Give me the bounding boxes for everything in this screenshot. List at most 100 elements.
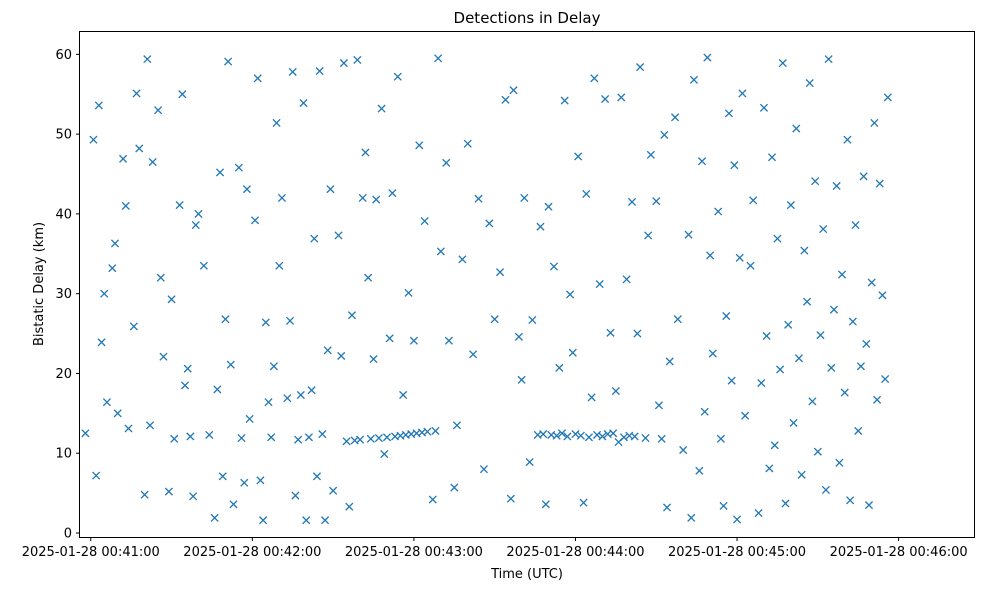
detection-point (374, 434, 383, 443)
detection-point (549, 262, 558, 271)
detection-point (479, 465, 488, 474)
detection-point (307, 386, 316, 395)
x-tick-label: 2025-01-28 00:44:00 (506, 545, 644, 560)
detection-point (291, 491, 300, 500)
detection-point (646, 150, 655, 159)
detection-point (832, 181, 841, 191)
detection-point (113, 409, 122, 418)
detection-point (862, 339, 871, 348)
detection-point (342, 437, 351, 446)
detection-point (164, 487, 173, 496)
detection-point (469, 350, 478, 359)
detection-point (776, 365, 785, 374)
detection-point (237, 434, 246, 443)
detection-point (506, 494, 515, 503)
detection-point (320, 516, 330, 525)
detection-point (143, 55, 152, 64)
detection-point (525, 457, 534, 467)
detection-point (819, 224, 828, 234)
detection-point (361, 148, 370, 157)
detection-point (794, 354, 804, 363)
detection-point (240, 478, 249, 487)
detection-point (183, 364, 192, 373)
detection-point (323, 346, 332, 355)
detection-point (156, 273, 165, 282)
detection-point (827, 363, 836, 372)
detection-point (641, 434, 650, 443)
detection-point (601, 94, 610, 104)
detection-point (619, 433, 628, 442)
detection-point (221, 315, 230, 324)
detection-point (821, 485, 830, 494)
detection-point (778, 59, 787, 68)
detection-point (633, 329, 642, 338)
detection-point (520, 193, 529, 202)
x-tick-label: 2025-01-28 00:41:00 (22, 545, 160, 560)
detection-point (269, 362, 278, 371)
detection-point (302, 516, 311, 525)
detection-point (627, 197, 637, 206)
detection-point (218, 472, 227, 481)
detection-point (312, 472, 322, 481)
detection-point (557, 429, 567, 438)
detection-point (730, 161, 739, 170)
detection-point (528, 315, 537, 325)
detection-point (382, 433, 392, 442)
detection-point (617, 93, 626, 102)
detection-point (145, 421, 155, 430)
detection-point (167, 295, 176, 304)
detection-point (337, 351, 346, 360)
y-tick-label: 10 (55, 447, 72, 462)
detection-point (299, 98, 308, 108)
detection-point (415, 141, 424, 150)
y-tick-label: 60 (55, 48, 72, 63)
detection-point (339, 59, 348, 68)
detection-point (566, 290, 575, 299)
y-axis-label: Bistatic Delay (km) (32, 222, 47, 346)
detection-point (811, 177, 820, 186)
detection-point (189, 492, 198, 501)
detection-point (92, 471, 101, 480)
detection-point (881, 374, 890, 384)
detection-point (345, 502, 354, 511)
detection-point (835, 458, 844, 467)
detection-point (687, 513, 696, 522)
detection-point (372, 195, 381, 204)
detection-point (404, 288, 413, 297)
detection-point (789, 418, 798, 427)
detection-point (719, 501, 728, 510)
detection-point (100, 289, 109, 298)
detection-point (444, 336, 453, 345)
detection-point (399, 390, 408, 400)
detection-point (242, 185, 252, 194)
detection-point (129, 322, 138, 331)
detection-point (856, 362, 865, 371)
detection-point (267, 433, 276, 442)
detection-point (210, 513, 219, 522)
detection-point (759, 103, 769, 112)
detection-point (703, 53, 712, 62)
detection-point (665, 357, 674, 366)
detection-point (800, 246, 809, 255)
detection-point (110, 239, 120, 248)
detection-point (851, 221, 860, 230)
detection-point (716, 434, 725, 443)
detection-point (584, 433, 593, 442)
detection-point (765, 464, 774, 473)
detection-point (119, 154, 128, 163)
detection-point (859, 172, 868, 181)
detection-point (878, 291, 887, 300)
detection-point (576, 431, 585, 440)
detection-point (541, 500, 550, 509)
detection-point (867, 278, 876, 287)
detection-point (598, 432, 607, 441)
detection-point (552, 431, 561, 440)
detection-point (802, 297, 812, 306)
detection-point (385, 334, 394, 343)
detection-point (773, 234, 782, 243)
detection-point (738, 89, 747, 98)
detection-point (326, 185, 335, 194)
detection-point (490, 315, 499, 324)
detection-point (224, 57, 233, 66)
detection-point (89, 135, 98, 144)
